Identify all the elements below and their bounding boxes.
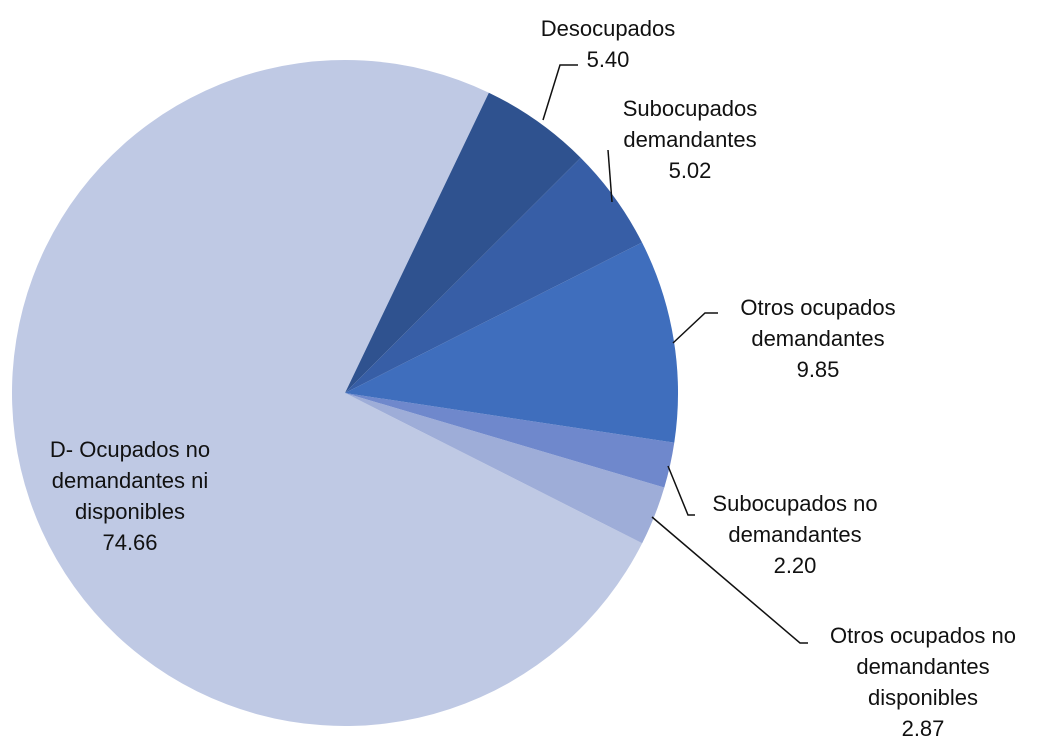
slice-name: Desocupados: [540, 16, 676, 41]
slice-value: 74.66: [102, 530, 158, 555]
leader-line: [672, 312, 718, 344]
data-label: Subocupados demandantes 5.02: [610, 93, 770, 186]
pie-slice: [345, 157, 643, 393]
data-label: Otros ocupados demandantes 9.85: [731, 292, 906, 385]
slice-name: D- Ocupados no demandantes ni disponible…: [49, 437, 211, 524]
slice-name: Subocupados demandantes: [622, 96, 758, 152]
leader-line: [667, 465, 695, 516]
slice-value: 2.87: [901, 716, 945, 741]
data-label: Desocupados 5.40: [498, 13, 718, 75]
pie-slice: [345, 393, 665, 544]
slice-name: Otros ocupados no demandantes disponible…: [830, 623, 1016, 710]
slice-value: 2.20: [773, 553, 817, 578]
slice-name: Subocupados no demandantes: [712, 491, 878, 547]
data-label: D- Ocupados no demandantes ni disponible…: [28, 434, 233, 558]
slice-value: 9.85: [796, 357, 840, 382]
pie-slice: [345, 393, 675, 488]
leader-line: [607, 149, 613, 203]
slice-name: Otros ocupados demandantes: [740, 295, 896, 351]
leader-line: [542, 64, 578, 121]
slice-value: 5.40: [586, 47, 630, 72]
slice-value: 5.02: [668, 158, 712, 183]
data-label: Subocupados no demandantes 2.20: [703, 488, 888, 581]
pie-slice: [12, 59, 643, 726]
data-label: Otros ocupados no demandantes disponible…: [821, 620, 1026, 743]
pie-slice: [345, 242, 678, 443]
leader-line: [651, 516, 808, 644]
pie-slice: [345, 92, 581, 394]
